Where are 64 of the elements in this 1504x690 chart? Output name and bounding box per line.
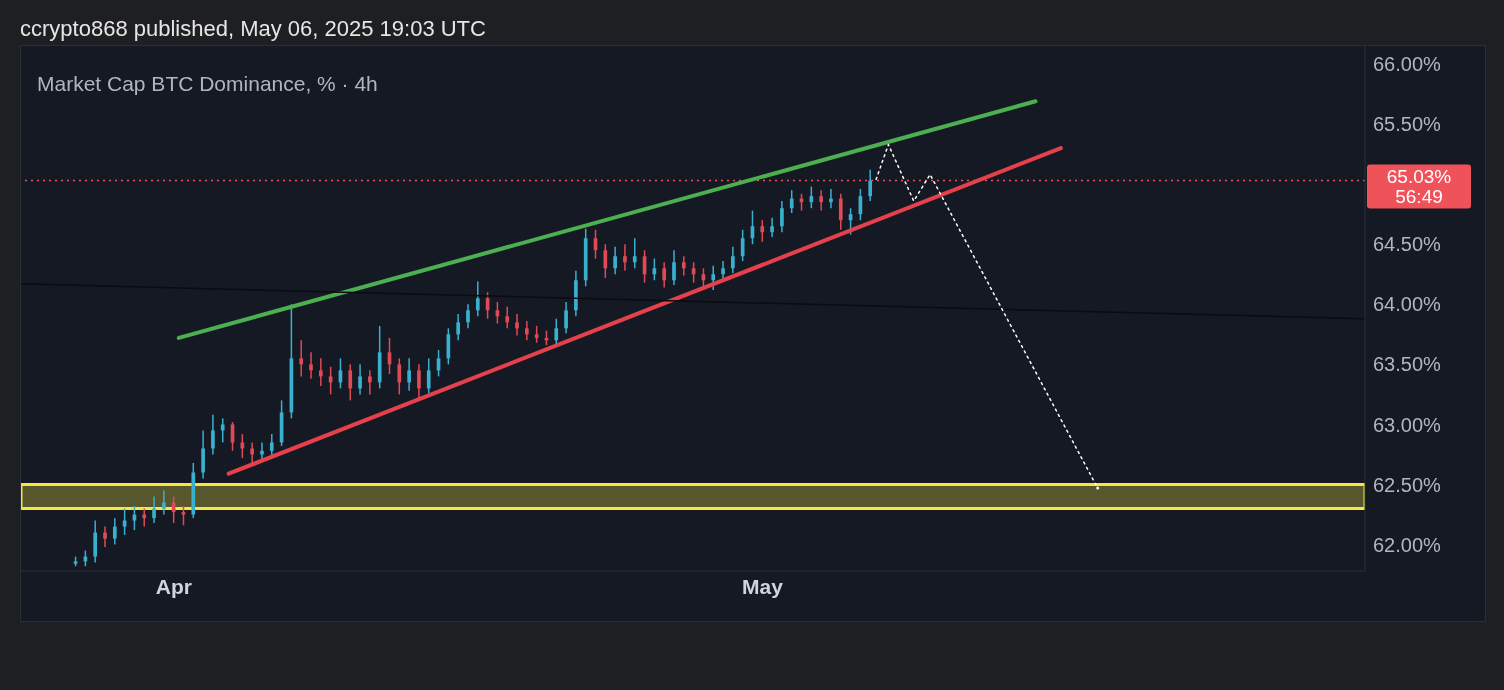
candlestick bbox=[397, 357, 402, 396]
candlestick bbox=[809, 185, 814, 209]
candlestick bbox=[564, 301, 568, 334]
candlestick bbox=[358, 363, 362, 396]
candlestick bbox=[770, 217, 774, 238]
chart-subtitle: ccrypto868 published, May 06, 2025 19:03 UTC bbox=[20, 16, 486, 42]
candlestick bbox=[299, 339, 304, 378]
candlestick bbox=[171, 495, 176, 524]
candlestick bbox=[613, 245, 617, 276]
candlestick bbox=[417, 363, 421, 399]
candlestick bbox=[456, 313, 461, 342]
candlestick bbox=[525, 320, 529, 342]
y-tick-label: 65.50% bbox=[1373, 113, 1442, 136]
candlestick bbox=[162, 489, 166, 516]
y-tick-label: 64.50% bbox=[1373, 233, 1442, 256]
y-tick-label: 63.00% bbox=[1373, 413, 1442, 436]
candlestick bbox=[819, 189, 823, 212]
candlestick bbox=[672, 249, 676, 286]
candlestick bbox=[681, 255, 686, 277]
candlestick bbox=[515, 313, 519, 337]
candlestick bbox=[780, 200, 784, 233]
candlestick bbox=[868, 168, 873, 202]
candlestick bbox=[426, 357, 431, 394]
y-tick-label: 63.50% bbox=[1373, 353, 1442, 376]
candlestick bbox=[829, 188, 833, 209]
candlestick bbox=[731, 245, 735, 274]
x-tick-label: Apr bbox=[155, 574, 192, 598]
y-tick-label: 64.00% bbox=[1373, 293, 1442, 316]
candlestick bbox=[466, 303, 470, 330]
candlestick bbox=[838, 193, 843, 231]
candlestick bbox=[112, 517, 117, 546]
candlestick bbox=[260, 441, 264, 462]
ref-line-label: 65.03% bbox=[1386, 165, 1452, 187]
candlestick bbox=[475, 280, 480, 318]
candlestick bbox=[348, 363, 353, 402]
candlestick bbox=[554, 317, 559, 346]
candlestick bbox=[760, 219, 765, 243]
line-series bbox=[875, 143, 1099, 489]
text: Market Cap BTC Dominance, % · 4h bbox=[37, 72, 378, 96]
candlestick bbox=[407, 357, 411, 392]
candlestick bbox=[103, 525, 107, 548]
candlestick bbox=[142, 507, 147, 528]
candlestick bbox=[789, 189, 794, 214]
candlestick bbox=[211, 414, 215, 456]
y-tick-label: 62.50% bbox=[1373, 473, 1442, 496]
candlestick bbox=[505, 305, 510, 330]
x-tick-label: May bbox=[742, 574, 784, 598]
candlestick bbox=[711, 265, 716, 291]
candlestick bbox=[368, 369, 372, 396]
y-tick-label: 62.00% bbox=[1373, 533, 1442, 556]
y-tick-label: 66.00% bbox=[1373, 53, 1442, 76]
candlestick bbox=[632, 237, 637, 269]
candlestick bbox=[623, 243, 627, 272]
candlestick bbox=[309, 351, 313, 380]
candlestick bbox=[603, 243, 608, 279]
text: 56:49 bbox=[1395, 185, 1443, 207]
candlestick bbox=[220, 417, 225, 444]
candlestick bbox=[318, 357, 323, 387]
candlestick bbox=[740, 229, 745, 262]
candlestick bbox=[181, 505, 186, 527]
candlestick bbox=[152, 495, 156, 524]
candlestick bbox=[269, 433, 274, 457]
candlestick bbox=[250, 441, 254, 464]
candlestick bbox=[662, 261, 667, 289]
